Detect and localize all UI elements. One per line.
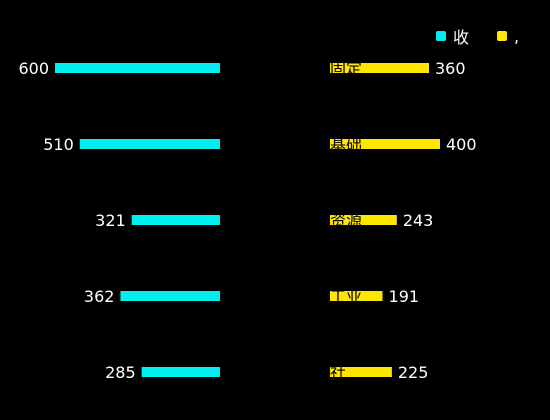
category-label-2: 资源	[330, 211, 362, 230]
category-label-0: 固定	[330, 59, 362, 78]
bar-right-0	[330, 63, 429, 73]
legend-swatch-series-2	[497, 31, 508, 41]
data-label-right-2: 243	[403, 211, 434, 230]
legend-swatch-series-1	[436, 31, 446, 41]
data-label-right-3: 191	[389, 287, 420, 306]
bar-right-3	[330, 291, 383, 301]
bar-right-1	[330, 139, 440, 149]
legend-label-series-2: ,	[514, 26, 520, 46]
category-label-4: 社	[330, 363, 346, 382]
legend-item-series-1[interactable]: 收	[436, 24, 469, 48]
bar-left-3	[120, 291, 220, 301]
legend-item-series-2[interactable]: ,	[497, 27, 519, 46]
data-label-left-1: 510	[43, 135, 74, 154]
category-label-1: 基础	[330, 135, 362, 154]
bar-right-4	[330, 367, 392, 377]
bar-left-2	[131, 215, 220, 225]
data-label-right-1: 400	[446, 135, 477, 154]
data-label-left-4: 285	[105, 363, 136, 382]
category-label-3: 工业	[330, 287, 362, 306]
bar-left-0	[55, 63, 220, 73]
data-label-left-0: 600	[18, 59, 49, 78]
data-label-right-4: 225	[398, 363, 429, 382]
data-label-right-0: 360	[435, 59, 466, 78]
bar-left-1	[79, 139, 220, 149]
data-label-left-2: 321	[95, 211, 126, 230]
bar-right-2	[330, 215, 397, 225]
legend: 收 ,	[436, 24, 547, 48]
bar-left-4	[141, 367, 220, 377]
legend-label-series-1: 收	[453, 28, 470, 47]
data-label-left-3: 362	[84, 287, 115, 306]
